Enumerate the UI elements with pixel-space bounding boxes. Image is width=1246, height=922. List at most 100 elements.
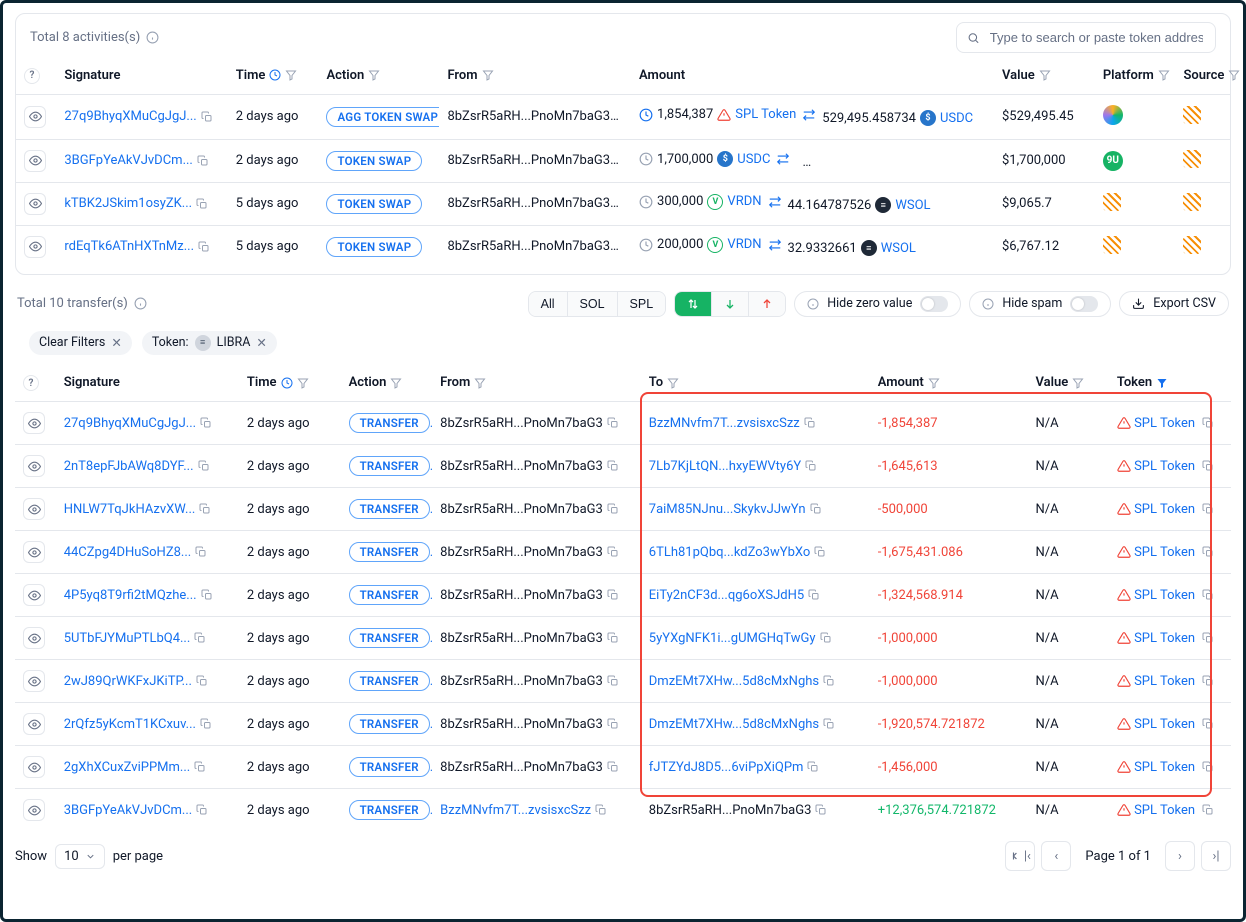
filter-icon[interactable] [474, 377, 486, 389]
col-sig[interactable]: Signature [56, 57, 227, 94]
direction-segment[interactable] [674, 291, 786, 317]
view-button[interactable] [24, 236, 46, 258]
toggle-icon[interactable] [1070, 296, 1098, 312]
pagesize-select[interactable]: 10 [55, 844, 105, 869]
copy-icon[interactable] [1202, 546, 1214, 558]
search-input[interactable] [988, 29, 1205, 46]
close-icon[interactable]: ✕ [256, 335, 266, 351]
filter-icon[interactable] [285, 69, 297, 81]
copy-icon[interactable] [194, 761, 206, 773]
toggle-icon[interactable] [920, 296, 948, 312]
token-link[interactable]: SPL Token [1134, 459, 1195, 474]
filter-icon[interactable] [1072, 377, 1084, 389]
seg-spl[interactable]: SPL [618, 292, 666, 316]
signature-link[interactable]: 27q9BhyqXMuCgJgJ... [64, 109, 196, 124]
copy-icon[interactable] [200, 718, 212, 730]
view-button[interactable] [23, 627, 45, 649]
view-button[interactable] [23, 541, 45, 563]
col-platform[interactable]: Platform [1103, 68, 1154, 83]
copy-icon[interactable] [607, 675, 619, 687]
copy-icon[interactable] [1202, 761, 1214, 773]
seg-all[interactable]: All [529, 292, 568, 316]
copy-icon[interactable] [607, 546, 619, 558]
col-action[interactable]: Action [326, 68, 364, 83]
token-link[interactable]: SPL Token [1134, 674, 1195, 689]
signature-link[interactable]: 3BGFpYeAkVJvDCm... [64, 153, 193, 168]
view-button[interactable] [23, 799, 45, 821]
copy-icon[interactable] [197, 155, 209, 167]
to-address[interactable]: EiTy2nCF3d...qg6oXSJdH5 [649, 588, 804, 603]
copy-icon[interactable] [820, 632, 832, 644]
dir-in[interactable] [712, 292, 749, 316]
view-button[interactable] [23, 455, 45, 477]
to-address[interactable]: DmzEMt7XHw...5d8cMxNghs [649, 674, 819, 689]
col-sig[interactable]: Signature [56, 365, 239, 402]
copy-icon[interactable] [804, 417, 816, 429]
copy-icon[interactable] [1202, 632, 1214, 644]
view-button[interactable] [23, 670, 45, 692]
to-address[interactable]: DmzEMt7XHw...5d8cMxNghs [649, 717, 819, 732]
copy-icon[interactable] [607, 417, 619, 429]
view-button[interactable] [24, 193, 46, 215]
copy-icon[interactable] [1202, 804, 1214, 816]
view-button[interactable] [23, 713, 45, 735]
copy-icon[interactable] [196, 198, 208, 210]
signature-link[interactable]: 27q9BhyqXMuCgJgJ... [64, 416, 196, 431]
copy-icon[interactable] [607, 632, 619, 644]
copy-icon[interactable] [814, 546, 826, 558]
close-icon[interactable]: ✕ [111, 335, 121, 351]
copy-icon[interactable] [195, 546, 207, 558]
signature-link[interactable]: 4P5yq8T9rfi2tMQzhe... [64, 588, 197, 603]
token-link[interactable]: SPL Token [1134, 502, 1195, 517]
copy-icon[interactable] [200, 417, 212, 429]
col-amount[interactable]: Amount [878, 375, 924, 390]
filter-icon[interactable] [368, 69, 380, 81]
copy-icon[interactable] [1202, 503, 1214, 515]
signature-link[interactable]: 5UTbFJYMuPTLbQ4... [64, 631, 191, 646]
col-to[interactable]: To [649, 375, 663, 390]
view-button[interactable] [24, 106, 46, 128]
page-last[interactable]: ›| [1201, 841, 1231, 871]
dir-out[interactable] [749, 292, 785, 316]
to-address[interactable]: 5yYXgNFK1i...gUMGHqTwGy [649, 631, 816, 646]
col-time[interactable]: Time [236, 68, 266, 83]
signature-link[interactable]: 2wJ89QrWKFxJKiTP... [64, 674, 192, 689]
page-next[interactable]: › [1165, 841, 1195, 871]
to-address[interactable]: BzzMNvfm7T...zvsisxcSzz [649, 416, 800, 431]
copy-icon[interactable] [196, 804, 208, 816]
seg-sol[interactable]: SOL [568, 292, 618, 316]
copy-icon[interactable] [1202, 589, 1214, 601]
export-csv-button[interactable]: Export CSV [1119, 291, 1229, 316]
copy-icon[interactable] [199, 503, 211, 515]
hide-spam-toggle[interactable]: Hide spam [969, 291, 1111, 317]
copy-icon[interactable] [810, 503, 822, 515]
to-address[interactable]: 6TLh81pQbq...kdZo3wYbXo [649, 545, 811, 560]
signature-link[interactable]: 2gXhXCuxZviPPMm... [64, 760, 191, 775]
token-link[interactable]: SPL Token [1134, 545, 1195, 560]
filter-icon[interactable] [667, 377, 679, 389]
signature-link[interactable]: kTBK2JSkim1osyZK... [64, 196, 192, 211]
help-icon[interactable]: ? [23, 375, 39, 391]
filter-icon[interactable] [1156, 377, 1168, 389]
copy-icon[interactable] [198, 241, 210, 253]
signature-link[interactable]: 2nT8epFJbAWq8DYF... [64, 459, 194, 474]
signature-link[interactable]: 44CZpg4DHuSoHZ8... [64, 545, 192, 560]
signature-link[interactable]: 3BGFpYeAkVJvDCm... [64, 803, 193, 818]
copy-icon[interactable] [196, 675, 208, 687]
filter-icon[interactable] [1158, 69, 1170, 81]
view-button[interactable] [24, 150, 46, 172]
col-token[interactable]: Token [1117, 375, 1152, 390]
col-time[interactable]: Time [247, 375, 277, 390]
info-icon[interactable] [146, 30, 159, 45]
view-button[interactable] [23, 584, 45, 606]
page-prev[interactable]: ‹ [1041, 841, 1071, 871]
to-address[interactable]: 7Lb7KjLtQN...hxyEWVty6Y [649, 459, 801, 474]
copy-icon[interactable] [198, 460, 210, 472]
col-from[interactable]: From [440, 375, 470, 390]
signature-link[interactable]: HNLW7TqJkHAzvXW... [64, 502, 196, 517]
token-link[interactable]: SPL Token [1134, 760, 1195, 775]
to-address[interactable]: 7aiM85NJnu...SkykvJJwYn [649, 502, 806, 517]
token-search[interactable] [956, 22, 1216, 53]
copy-icon[interactable] [194, 632, 206, 644]
filter-icon[interactable] [1228, 69, 1240, 81]
